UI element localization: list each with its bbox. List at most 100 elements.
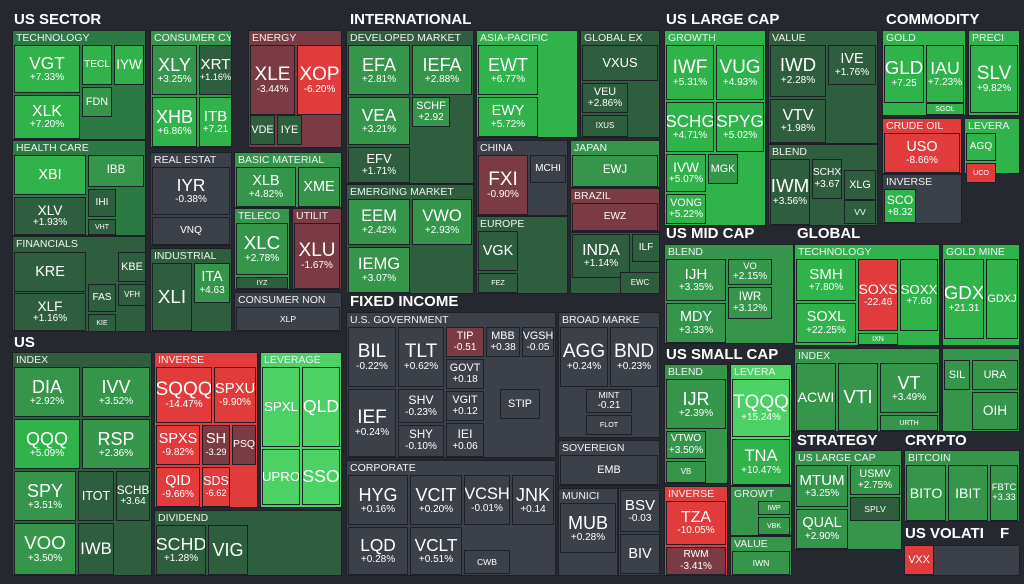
ticker-tile[interactable]: VUG +4.93%	[716, 45, 764, 100]
ticker-tile[interactable]: IEMG +3.07%	[348, 247, 410, 293]
ticker-tile[interactable]: SCHF +2.92	[412, 97, 450, 127]
ticker-tile[interactable]: XLG	[844, 170, 876, 200]
ticker-tile[interactable]: IEF +0.24%	[348, 389, 396, 457]
ticker-tile[interactable]: TECL	[82, 45, 112, 85]
ticker-tile[interactable]: RSP +2.36%	[82, 419, 150, 469]
ticker-tile[interactable]: UPRO	[262, 449, 300, 505]
ticker-tile[interactable]: EFA +2.81%	[348, 45, 410, 95]
ticker-tile[interactable]: GOVT +0.18	[446, 359, 484, 389]
ticker-tile[interactable]: TNA +10.47%	[732, 439, 790, 485]
ticker-tile[interactable]: GDXJ	[986, 259, 1018, 339]
ticker-tile[interactable]: XME	[298, 167, 340, 207]
ticker-tile[interactable]: VO +2.15%	[728, 259, 772, 285]
ticker-tile[interactable]: TIP -0.51	[446, 327, 484, 357]
ticker-tile[interactable]: IWP	[758, 501, 790, 515]
ticker-tile[interactable]: VTWO +3.50%	[666, 431, 706, 459]
ticker-tile[interactable]: INDA +1.14%	[572, 234, 630, 278]
ticker-tile[interactable]: IJH +3.35%	[666, 259, 726, 301]
ticker-tile[interactable]: VHT	[88, 219, 116, 235]
ticker-tile[interactable]: MGK	[708, 154, 738, 184]
ticker-tile[interactable]: IEI +0.06	[446, 423, 484, 457]
ticker-tile[interactable]: BIV	[620, 534, 660, 574]
ticker-tile[interactable]: IXN	[858, 333, 898, 345]
ticker-tile[interactable]: XLU -1.67%	[294, 223, 340, 289]
ticker-tile[interactable]: RWM -3.41%	[666, 547, 726, 575]
ticker-tile[interactable]: SCHB +3.64	[116, 471, 150, 521]
ticker-tile[interactable]: VTI	[838, 363, 878, 431]
ticker-tile[interactable]: VXUS	[582, 45, 658, 81]
ticker-tile[interactable]: TQQQ +15.24%	[732, 379, 790, 437]
ticker-tile[interactable]: PSQ	[232, 425, 256, 465]
ticker-tile[interactable]: SPYG +5.02%	[716, 102, 764, 152]
ticker-tile[interactable]: UCO	[966, 163, 996, 183]
ticker-tile[interactable]: IVE +1.76%	[828, 45, 876, 85]
ticker-tile[interactable]: IYZ	[236, 277, 288, 289]
ticker-tile[interactable]: EWJ	[572, 155, 658, 187]
ticker-tile[interactable]: SPXL	[262, 367, 300, 447]
ticker-tile[interactable]: STIP	[500, 389, 540, 419]
ticker-tile[interactable]: MCHI	[530, 155, 566, 183]
ticker-tile[interactable]: VCIT +0.20%	[410, 475, 462, 525]
ticker-tile[interactable]: VFH	[118, 284, 146, 306]
ticker-tile[interactable]: XLF +1.16%	[14, 293, 86, 331]
ticker-tile[interactable]: VXX	[904, 545, 934, 575]
ticker-tile[interactable]: ACWI	[796, 363, 836, 431]
ticker-tile[interactable]: IEFA +2.88%	[412, 45, 472, 95]
ticker-tile[interactable]: SIL	[944, 360, 970, 390]
ticker-tile[interactable]: VOO +3.50%	[14, 523, 76, 575]
ticker-tile[interactable]: VCSH -0.01%	[464, 475, 510, 525]
ticker-tile[interactable]: SOXX +7.60	[900, 259, 938, 331]
ticker-tile[interactable]: SHV -0.23%	[398, 389, 444, 423]
ticker-tile[interactable]: MUB +0.28%	[560, 503, 616, 553]
ticker-tile[interactable]: XLC +2.78%	[236, 223, 288, 275]
ticker-tile[interactable]: IWD +2.28%	[770, 45, 826, 97]
ticker-tile[interactable]: VGT +7.33%	[14, 45, 80, 93]
ticker-tile[interactable]: SH -3.29	[202, 425, 230, 465]
ticker-tile[interactable]: XBI	[14, 155, 86, 195]
ticker-tile[interactable]: ITB +7.21	[199, 97, 232, 147]
ticker-tile[interactable]: IWR +3.12%	[728, 287, 772, 319]
ticker-tile[interactable]: TLT +0.62%	[398, 327, 444, 387]
ticker-tile[interactable]: GLD +7.25	[884, 45, 924, 103]
ticker-tile[interactable]: XLV +1.93%	[14, 197, 86, 235]
ticker-tile[interactable]: SSO	[302, 449, 340, 505]
ticker-tile[interactable]: URTH	[880, 415, 938, 431]
ticker-tile[interactable]: SLV +9.82%	[970, 45, 1018, 113]
ticker-tile[interactable]: FBTC +3.33	[990, 465, 1018, 521]
ticker-tile[interactable]: SCHD +1.28%	[156, 525, 206, 575]
ticker-tile[interactable]: IWM +3.56%	[770, 159, 810, 225]
ticker-tile[interactable]: IVW +5.07%	[666, 154, 706, 192]
ticker-tile[interactable]: VBK	[758, 517, 790, 535]
ticker-tile[interactable]: IJR +2.39%	[666, 379, 726, 429]
ticker-tile[interactable]: SCHX +3.67	[812, 159, 842, 199]
ticker-tile[interactable]: FAS	[88, 284, 116, 312]
ticker-tile[interactable]: VT +3.49%	[880, 363, 938, 413]
ticker-tile[interactable]: VDE	[250, 115, 275, 145]
ticker-tile[interactable]: VEU +2.86%	[582, 83, 628, 113]
ticker-tile[interactable]: EWZ	[572, 203, 658, 231]
ticker-tile[interactable]: IXUS	[582, 115, 628, 137]
ticker-tile[interactable]: KIE	[88, 314, 116, 332]
ticker-tile[interactable]: SMH +7.80%	[796, 259, 856, 301]
ticker-tile[interactable]: QLD	[302, 367, 340, 447]
ticker-tile[interactable]: EWC	[620, 272, 660, 294]
ticker-tile[interactable]: EFV +1.71%	[348, 147, 410, 183]
ticker-tile[interactable]: QID -9.66%	[156, 467, 200, 507]
ticker-tile[interactable]: ITA +4.63	[194, 263, 230, 303]
ticker-tile[interactable]: QUAL +2.90%	[796, 509, 848, 549]
ticker-tile[interactable]: JNK +0.14	[512, 475, 554, 525]
ticker-tile[interactable]: EWY +5.72%	[478, 97, 538, 137]
ticker-tile[interactable]: USO -8.66%	[884, 133, 960, 173]
ticker-tile[interactable]: VONG +5.22%	[666, 194, 706, 224]
ticker-tile[interactable]: XLB +4.82%	[236, 167, 296, 207]
ticker-tile[interactable]: FDN	[82, 87, 112, 117]
ticker-tile[interactable]: MDY +3.33%	[666, 303, 726, 343]
ticker-tile[interactable]: SPXU -9.90%	[214, 367, 256, 423]
ticker-tile[interactable]: DIA +2.92%	[14, 367, 80, 417]
ticker-tile[interactable]: AGG +0.24%	[560, 327, 608, 387]
ticker-tile[interactable]: KBE	[118, 252, 146, 282]
ticker-tile[interactable]: VGIT +0.12	[446, 391, 484, 421]
ticker-tile[interactable]: MTUM +3.25%	[796, 465, 848, 507]
ticker-tile[interactable]: ITOT	[78, 471, 114, 521]
ticker-tile[interactable]: XRT +1.16%	[199, 45, 232, 95]
